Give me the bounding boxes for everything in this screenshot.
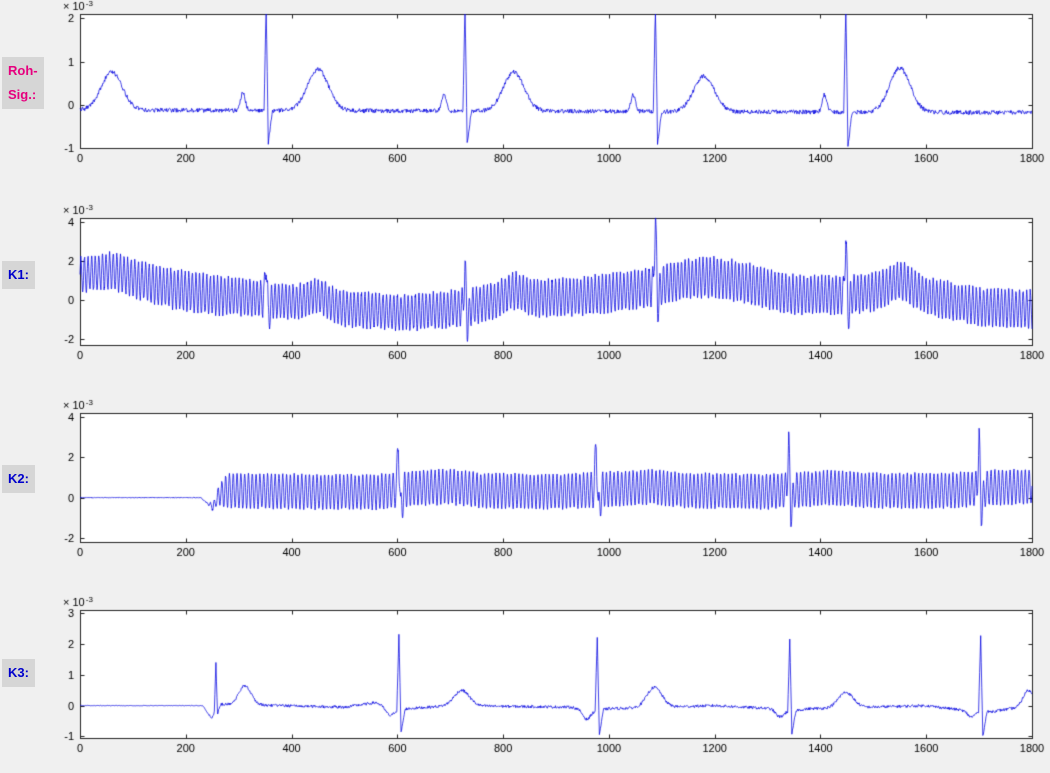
signal-label-line: Sig.: xyxy=(8,87,37,102)
plot-k1-canvas xyxy=(0,196,1050,368)
signal-label-line: K2: xyxy=(8,471,29,486)
signal-label-k3: K3: xyxy=(2,659,35,687)
plot-k3-canvas xyxy=(0,588,1050,773)
signal-label-rohsig: Roh- Sig.: xyxy=(2,57,44,109)
signal-label-line: Roh- xyxy=(8,63,38,78)
plot-rohsig-canvas xyxy=(0,0,1050,172)
signal-label-line: K1: xyxy=(8,267,29,282)
signal-label-k1: K1: xyxy=(2,261,35,289)
plot-k2-canvas xyxy=(0,391,1050,563)
signal-label-line: K3: xyxy=(8,665,29,680)
signal-label-k2: K2: xyxy=(2,465,35,493)
